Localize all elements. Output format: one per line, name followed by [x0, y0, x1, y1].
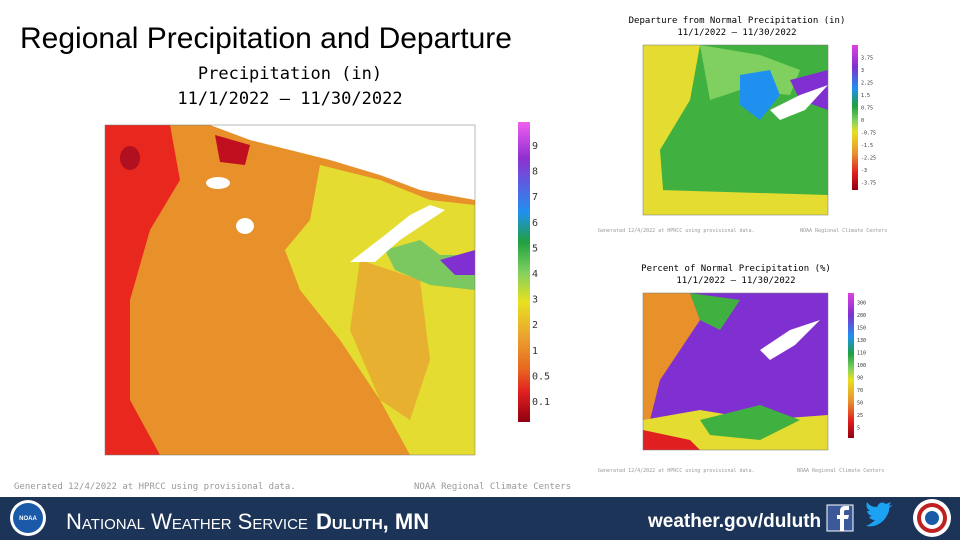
legend-label: 4: [532, 269, 538, 280]
facebook-glyph: [837, 506, 849, 531]
legend-label: 25: [857, 413, 863, 419]
map-footer: Generated 12/4/2022 at HPRCC using provi…: [598, 468, 755, 474]
legend-label: 9: [532, 141, 538, 152]
legend-label: -2.25: [861, 156, 876, 162]
website[interactable]: weather.gov/duluth: [647, 511, 821, 532]
legend-label: 0.1: [532, 397, 550, 408]
noaa-logo-inner: [13, 503, 43, 533]
legend-label: 1: [532, 346, 538, 357]
legend-label: 0.5: [532, 371, 550, 382]
legend-label: 300: [857, 301, 866, 307]
map-footer: NOAA Regional Climate Centers: [797, 468, 884, 474]
legend-label: 5: [532, 243, 538, 254]
precip-map: [104, 124, 476, 456]
agency-name: National Weather Service Duluth, MN: [66, 509, 429, 534]
legend-label: 5: [857, 426, 860, 432]
slide-title: Regional Precipitation and Departure: [20, 22, 512, 55]
color-scale: [848, 293, 854, 438]
legend-label: 90: [857, 376, 863, 382]
banner: [0, 497, 960, 540]
legend-label: 8: [532, 167, 538, 178]
legend-label: 3.75: [861, 56, 873, 62]
legend-label: 1.5: [861, 93, 870, 99]
legend-label: 130: [857, 338, 866, 344]
departure-map: [642, 44, 829, 216]
legend-label: 6: [532, 218, 538, 229]
twitter-icon[interactable]: [866, 502, 893, 527]
legend-label: 100: [857, 363, 866, 369]
map-title: Percent of Normal Precipitation (%): [641, 264, 831, 274]
map-title: Departure from Normal Precipitation (in): [629, 16, 846, 26]
legend-label: 70: [857, 388, 863, 394]
legend-label: 50: [857, 401, 863, 407]
legend-label: 7: [532, 192, 538, 203]
map-footer: NOAA Regional Climate Centers: [800, 228, 887, 234]
map-footer: Generated 12/4/2022 at HPRCC using provi…: [598, 228, 755, 234]
logo-text: NOAA: [19, 516, 37, 522]
legend-label: 2.25: [861, 81, 873, 87]
legend-label: -3: [861, 168, 867, 174]
map-title: Precipitation (in): [198, 64, 382, 84]
color-scale: [518, 122, 530, 422]
legend-label: -1.5: [861, 143, 873, 149]
legend-label: -3.75: [861, 181, 876, 187]
percent-map: [642, 292, 829, 451]
office: Duluth, MN: [316, 509, 429, 534]
legend-label: 2: [532, 320, 538, 331]
agency: National Weather Service: [66, 509, 308, 534]
legend-label: 0: [861, 118, 864, 124]
map-dates: 11/1/2022 – 11/30/2022: [677, 28, 796, 38]
legend-label: 200: [857, 313, 866, 319]
legend-label: 110: [857, 351, 866, 357]
map-footer: NOAA Regional Climate Centers: [414, 482, 571, 492]
map-dates: 11/1/2022 – 11/30/2022: [177, 89, 402, 109]
legend-label: 3: [861, 68, 864, 74]
map-dates: 11/1/2022 – 11/30/2022: [676, 276, 795, 286]
legend-label: 3: [532, 295, 538, 306]
map-footer: Generated 12/4/2022 at HPRCC using provi…: [14, 482, 296, 492]
legend-label: 150: [857, 326, 866, 332]
legend-label: -0.75: [861, 131, 876, 137]
color-scale: [852, 45, 858, 190]
legend-label: 0.75: [861, 106, 873, 112]
nws-logo-center: [925, 511, 939, 525]
